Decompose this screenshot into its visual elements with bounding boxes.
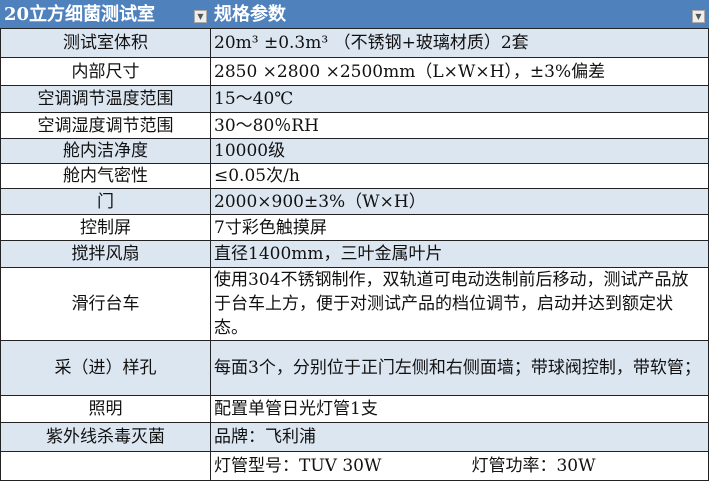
row-key[interactable]: 门 <box>0 188 211 215</box>
table-row: 照明 配置单管日光灯管1支 <box>0 395 709 423</box>
table-row: 空调调节温度范围 15～40℃ <box>0 85 709 113</box>
row-value[interactable]: 7寸彩色触摸屏 <box>210 214 709 241</box>
table-row: 滑行台车 使用304不锈钢制作，双轨道可电动迭制前后移动，测试产品放于台车上方，便… <box>0 267 709 341</box>
row-key[interactable]: 采（进）样孔 <box>0 340 211 396</box>
table-row: 舱内气密性 ≤0.05次/h <box>0 163 709 189</box>
row-key[interactable]: 内部尺寸 <box>0 57 211 86</box>
row-value[interactable]: ≤0.05次/h <box>210 163 709 189</box>
header-label: 20立方细菌测试室 <box>4 3 156 25</box>
header-cell-name: 20立方细菌测试室 ▼ <box>0 0 211 29</box>
row-key[interactable]: 搅拌风扇 <box>0 240 211 268</box>
filter-dropdown-icon[interactable]: ▼ <box>194 10 207 23</box>
header-cell-spec: 规格参数 ▼ <box>210 0 709 29</box>
row-key[interactable]: 空调湿度调节范围 <box>0 112 211 139</box>
row-key[interactable]: 照明 <box>0 395 211 423</box>
header-label: 规格参数 <box>214 3 286 25</box>
table-row: 采（进）样孔 每面3个，分别位于正门左侧和右侧面墙；带球阀控制，带软管； <box>0 340 709 396</box>
row-key[interactable]: 测试室体积 <box>0 28 211 58</box>
header-row: 20立方细菌测试室 ▼ 规格参数 ▼ <box>0 0 709 29</box>
row-value[interactable]: 20m³ ±0.3m³ （不锈钢+玻璃材质）2套 <box>210 28 709 58</box>
table-row: 空调湿度调节范围 30～80％RH <box>0 112 709 139</box>
table-row: 门 2000×900±3%（W×H） <box>0 188 709 215</box>
row-key[interactable]: 紫外线杀毒灭菌 <box>0 422 211 452</box>
row-value[interactable]: 2000×900±3%（W×H） <box>210 188 709 215</box>
row-key[interactable]: 舱内洁净度 <box>0 138 211 164</box>
filter-dropdown-icon[interactable]: ▼ <box>692 10 705 23</box>
row-value[interactable]: 15～40℃ <box>210 85 709 113</box>
row-value[interactable]: 30～80％RH <box>210 112 709 139</box>
row-value[interactable]: 使用304不锈钢制作，双轨道可电动迭制前后移动，测试产品放于台车上方，便于对测试… <box>210 267 709 341</box>
row-value[interactable]: 直径1400mm，三叶金属叶片 <box>210 240 709 268</box>
table-row: 舱内洁净度 10000级 <box>0 138 709 164</box>
row-key[interactable]: 滑行台车 <box>0 267 211 341</box>
table-row: 紫外线杀毒灭菌 品牌：飞利浦 <box>0 422 709 452</box>
row-key[interactable] <box>0 451 211 481</box>
row-value[interactable]: 配置单管日光灯管1支 <box>210 395 709 423</box>
row-value[interactable]: 每面3个，分别位于正门左侧和右侧面墙；带球阀控制，带软管； <box>210 340 709 396</box>
row-key[interactable]: 空调调节温度范围 <box>0 85 211 113</box>
lamp-model: 灯管型号：TUV 30W <box>214 456 382 476</box>
table-row: 灯管型号：TUV 30W 灯管功率：30W <box>0 451 709 481</box>
table-row: 搅拌风扇 直径1400mm，三叶金属叶片 <box>0 240 709 268</box>
row-value[interactable]: 10000级 <box>210 138 709 164</box>
lamp-power: 灯管功率：30W <box>471 456 596 476</box>
table-row: 内部尺寸 2850 ×2800 ×2500mm（L×W×H），±3%偏差 <box>0 57 709 86</box>
row-key[interactable]: 舱内气密性 <box>0 163 211 189</box>
table-row: 测试室体积 20m³ ±0.3m³ （不锈钢+玻璃材质）2套 <box>0 28 709 58</box>
row-value[interactable]: 灯管型号：TUV 30W 灯管功率：30W <box>210 451 709 481</box>
row-value[interactable]: 2850 ×2800 ×2500mm（L×W×H），±3%偏差 <box>210 57 709 86</box>
row-value[interactable]: 品牌：飞利浦 <box>210 422 709 452</box>
row-key[interactable]: 控制屏 <box>0 214 211 241</box>
table-row: 控制屏 7寸彩色触摸屏 <box>0 214 709 241</box>
